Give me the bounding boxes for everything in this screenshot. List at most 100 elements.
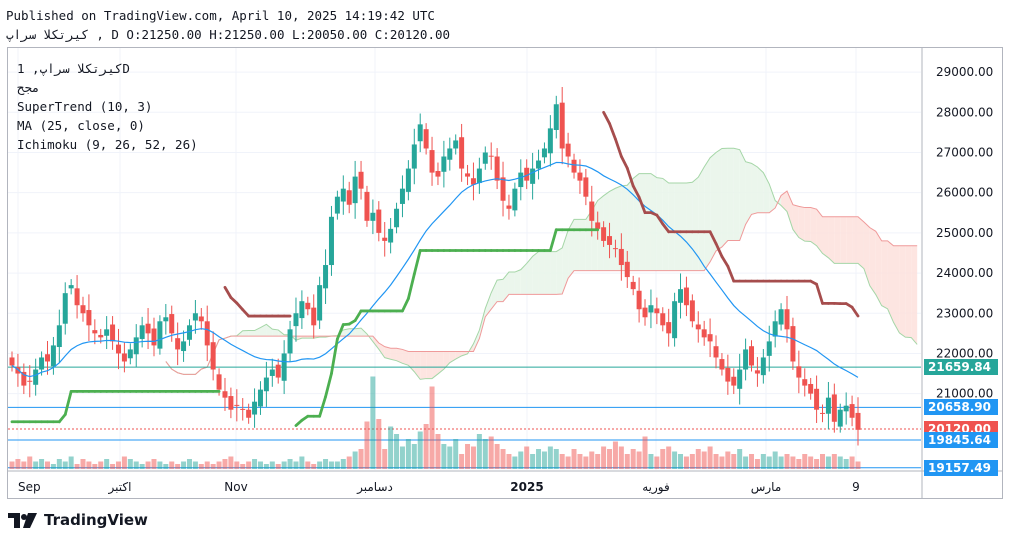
volume-bar: [86, 461, 92, 469]
volume-bar: [518, 451, 524, 469]
candle-body: [701, 329, 707, 338]
volume-bar: [754, 459, 760, 469]
cloud-segment: [426, 351, 433, 379]
cloud-segment: [372, 336, 379, 350]
cloud-segment: [757, 166, 764, 213]
cloud-segment: [514, 269, 521, 295]
volume-bar: [216, 461, 222, 469]
cloud-segment: [633, 173, 640, 271]
candle-body: [281, 353, 287, 381]
volume-bar: [595, 454, 601, 469]
volume-bar: [790, 456, 796, 469]
supertrend-segment: [406, 272, 416, 301]
brand-name: TradingView: [44, 511, 148, 529]
candle-body: [364, 191, 370, 221]
candle-body: [512, 188, 518, 211]
tradingview-logo[interactable]: TradingView: [8, 511, 148, 529]
candle-body: [198, 316, 204, 322]
cloud-segment: [491, 280, 498, 310]
cloud-segment: [710, 152, 717, 262]
price-label: 20658.90: [924, 399, 998, 416]
supertrend-segment: [57, 413, 67, 424]
cloud-segment: [562, 230, 569, 294]
candle-body: [98, 334, 104, 338]
volume-bar: [701, 451, 707, 469]
volume-bar: [62, 461, 68, 469]
volume-bar: [405, 439, 411, 469]
supertrend-segment: [602, 110, 611, 125]
cloud-segment: [650, 173, 657, 271]
volume-bar: [506, 454, 512, 469]
cloud-segment: [863, 222, 870, 286]
volume-bar: [855, 461, 861, 469]
candle-body: [9, 357, 15, 366]
candle-body: [465, 173, 471, 177]
supertrend-segment: [235, 301, 245, 312]
candle-body: [74, 288, 80, 306]
candle-body: [459, 137, 465, 169]
candle-body: [642, 307, 648, 318]
candle-body: [204, 321, 210, 346]
cloud-segment: [846, 216, 853, 264]
chart-frame[interactable]: [7, 47, 1003, 499]
candle-body: [743, 349, 749, 370]
volume-bar: [133, 461, 139, 469]
candle-body: [429, 150, 435, 173]
y-tick-label: 23000.00: [936, 306, 993, 320]
volume-bar: [695, 449, 701, 469]
volume-bar: [601, 446, 607, 469]
cloud-segment: [455, 351, 462, 360]
volume-bar: [394, 434, 400, 469]
volume-bar: [571, 449, 577, 469]
volume-bar: [476, 434, 482, 469]
volume-bar: [364, 421, 370, 469]
candle-body: [453, 140, 459, 149]
legend-ichimoku[interactable]: Ichimoku (9, 26, 52, 26): [17, 137, 198, 152]
supertrend-segment: [614, 137, 623, 158]
volume-bar: [151, 459, 157, 469]
supertrend-segment: [720, 255, 730, 268]
candle-body: [571, 159, 577, 173]
cloud-segment: [905, 245, 912, 338]
cloud-segment: [662, 178, 669, 271]
volume-bar: [820, 454, 826, 469]
candle-body: [435, 170, 441, 177]
volume-bar: [500, 449, 506, 469]
candle-body: [27, 380, 33, 382]
axes: 21000.00 22000.00 23000.00 24000.00 25000.00…: [8, 48, 1002, 498]
volume-bar: [240, 464, 246, 469]
volume-bar: [423, 424, 429, 469]
legend-supertrend[interactable]: SuperTrend (10, 3): [17, 99, 153, 114]
candle-body: [808, 383, 814, 394]
volume-bar: [666, 446, 672, 469]
volume-bar: [74, 464, 80, 469]
cloud-segment: [272, 329, 279, 337]
candle-body: [340, 188, 346, 202]
candle-body: [127, 349, 133, 359]
volume-bar: [281, 461, 287, 469]
supertrend-segment: [330, 337, 339, 375]
volume-bar: [388, 426, 394, 469]
volume-bar: [796, 459, 802, 469]
cloud-segment: [810, 207, 817, 246]
legend-ma[interactable]: MA (25, close, 0): [17, 118, 145, 133]
cloud-segment: [899, 245, 906, 338]
cloud-segment: [627, 178, 634, 271]
cloud-segment: [834, 216, 841, 264]
volume-bar: [683, 456, 689, 469]
volume-bar: [39, 459, 45, 469]
candle-body: [370, 212, 376, 221]
cloud-segment: [503, 272, 509, 302]
y-tick-label: 26000.00: [936, 186, 993, 200]
supertrend-segment: [241, 308, 251, 318]
candle-body: [754, 370, 760, 374]
volume-bar: [287, 459, 293, 469]
candle-body: [660, 313, 666, 326]
volume-bar: [808, 456, 814, 469]
candle-body: [630, 281, 636, 290]
candle-body: [837, 409, 843, 427]
volume-bar: [139, 464, 145, 469]
legend-volume: مجح: [17, 80, 40, 95]
volume-bar: [328, 461, 334, 469]
